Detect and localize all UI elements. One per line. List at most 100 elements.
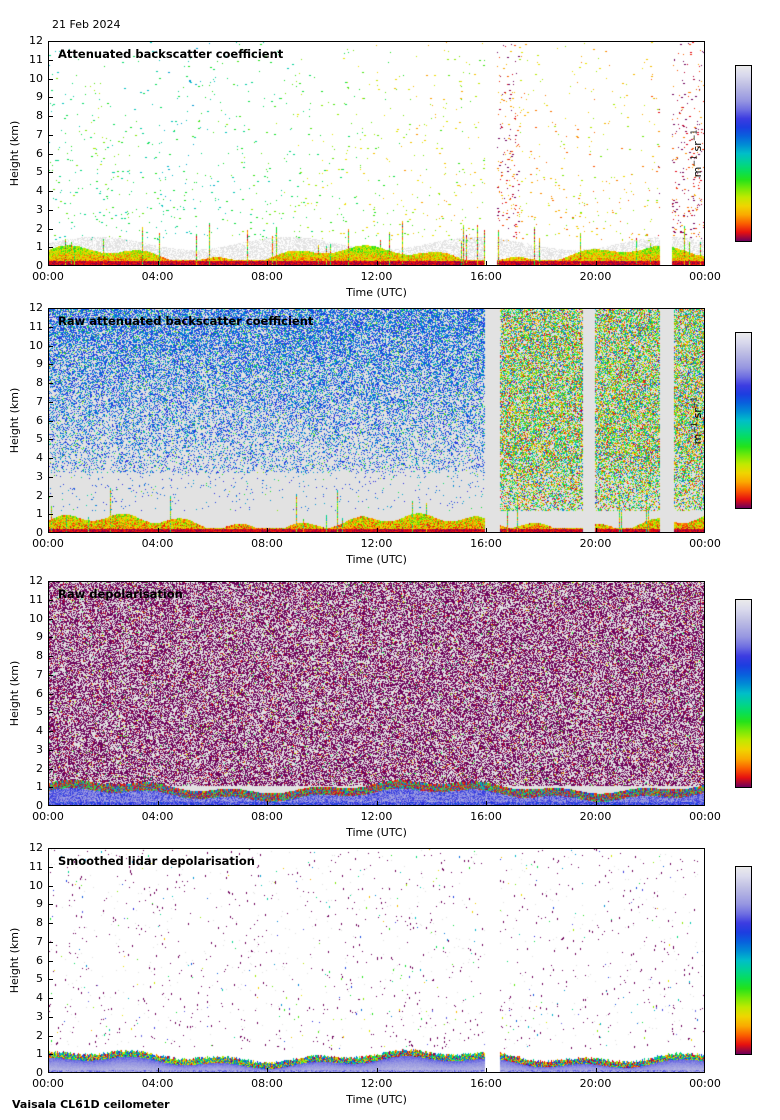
heatmap-canvas-raw-attenuated-backscatter <box>49 309 704 532</box>
x-tick-mark <box>267 261 268 266</box>
heatmap-canvas-smoothed-lidar-depolarisation <box>49 849 704 1072</box>
x-tick-mark <box>376 801 378 806</box>
y-tick-mark <box>48 960 53 962</box>
y-tick-label: 0 <box>36 799 43 812</box>
y-tick-label: 2 <box>36 221 43 235</box>
y-tick-label: 7 <box>36 667 43 681</box>
y-tick-mark <box>48 265 53 266</box>
y-tick-mark <box>48 599 53 601</box>
x-tick-mark <box>595 261 597 266</box>
y-tick-mark <box>48 209 53 211</box>
plot-area-raw-attenuated-backscatter[interactable] <box>48 308 705 533</box>
y-tick-label: 0 <box>36 259 43 272</box>
y-tick-label: 3 <box>36 1009 43 1023</box>
y-tick-mark <box>48 805 53 806</box>
x-tick-mark <box>595 528 597 533</box>
y-tick-label: 1 <box>36 240 43 254</box>
x-axis-label: Time (UTC) <box>346 826 407 839</box>
plot-area-smoothed-lidar-depolarisation[interactable] <box>48 848 705 1073</box>
y-tick-mark <box>48 749 53 751</box>
y-tick-mark <box>48 693 53 695</box>
y-tick-label: 2 <box>36 488 43 502</box>
x-tick-mark <box>704 1068 705 1073</box>
y-tick-mark <box>48 420 53 422</box>
y-tick-label: 8 <box>36 649 43 662</box>
x-tick-label: 16:00 <box>470 810 502 823</box>
y-tick-label: 10 <box>29 71 43 85</box>
x-tick-mark <box>157 801 159 806</box>
x-tick-mark <box>486 261 487 266</box>
x-tick-mark <box>595 801 597 806</box>
y-axis-label: Height (km) <box>7 660 21 726</box>
x-tick-mark <box>376 1068 378 1073</box>
y-tick-label: 5 <box>36 165 43 179</box>
x-tick-label: 04:00 <box>141 1077 174 1090</box>
y-tick-mark <box>48 345 53 347</box>
y-tick-mark <box>48 326 53 328</box>
x-tick-mark <box>376 261 378 266</box>
x-tick-mark <box>486 801 487 806</box>
x-tick-label: 16:00 <box>470 1077 502 1090</box>
y-tick-label: 9 <box>36 90 43 104</box>
y-tick-mark <box>48 383 53 384</box>
plot-area-attenuated-backscatter[interactable] <box>48 41 705 266</box>
y-tick-mark <box>48 768 53 770</box>
y-tick-mark <box>48 364 53 366</box>
y-tick-mark <box>48 495 53 497</box>
x-tick-mark <box>48 1068 49 1073</box>
y-tick-label: 12 <box>29 301 43 314</box>
y-tick-label: 4 <box>36 451 43 464</box>
x-tick-mark <box>48 801 49 806</box>
y-tick-label: 6 <box>36 953 43 967</box>
y-tick-label: 3 <box>36 469 43 483</box>
x-tick-mark <box>157 1068 159 1073</box>
y-tick-mark <box>48 514 53 516</box>
y-tick-label: 9 <box>36 630 43 644</box>
y-tick-mark <box>48 59 53 61</box>
x-tick-label: 00:00 <box>689 537 721 550</box>
y-tick-mark <box>48 191 53 192</box>
y-tick-mark <box>48 1054 53 1056</box>
x-tick-label: 20:00 <box>579 270 612 283</box>
y-tick-label: 7 <box>36 394 43 408</box>
y-tick-label: 11 <box>29 52 43 66</box>
y-tick-mark <box>48 1072 53 1073</box>
date-label: 21 Feb 2024 <box>52 18 121 31</box>
y-tick-label: 11 <box>29 592 43 606</box>
y-tick-label: 0 <box>36 1066 43 1079</box>
y-tick-label: 10 <box>29 338 43 352</box>
x-tick-label: 00:00 <box>32 1077 64 1090</box>
y-tick-mark <box>48 848 53 849</box>
x-tick-label: 20:00 <box>579 537 612 550</box>
y-tick-label: 7 <box>36 934 43 948</box>
x-tick-label: 12:00 <box>360 1077 393 1090</box>
plot-area-raw-depolarisation[interactable] <box>48 581 705 806</box>
x-tick-mark <box>704 528 705 533</box>
y-tick-label: 1 <box>36 1047 43 1061</box>
y-tick-label: 1 <box>36 780 43 794</box>
y-tick-label: 6 <box>36 413 43 427</box>
y-tick-mark <box>48 532 53 533</box>
x-tick-mark <box>267 1068 268 1073</box>
y-tick-label: 10 <box>29 611 43 625</box>
y-tick-label: 5 <box>36 705 43 719</box>
y-tick-mark <box>48 247 53 249</box>
y-tick-mark <box>48 439 53 441</box>
x-tick-label: 00:00 <box>689 1077 721 1090</box>
y-tick-mark <box>48 476 53 478</box>
y-tick-mark <box>48 731 53 732</box>
x-tick-mark <box>704 801 705 806</box>
y-tick-mark <box>48 401 53 403</box>
y-tick-label: 0 <box>36 526 43 539</box>
y-tick-mark <box>48 458 53 459</box>
x-tick-mark <box>376 528 378 533</box>
x-tick-mark <box>486 528 487 533</box>
x-tick-label: 00:00 <box>689 270 721 283</box>
y-tick-label: 6 <box>36 146 43 160</box>
colorbar-raw-depolarisation <box>735 599 752 788</box>
y-tick-mark <box>48 637 53 639</box>
x-tick-label: 08:00 <box>251 810 283 823</box>
x-tick-label: 16:00 <box>470 537 502 550</box>
x-tick-label: 04:00 <box>141 810 174 823</box>
